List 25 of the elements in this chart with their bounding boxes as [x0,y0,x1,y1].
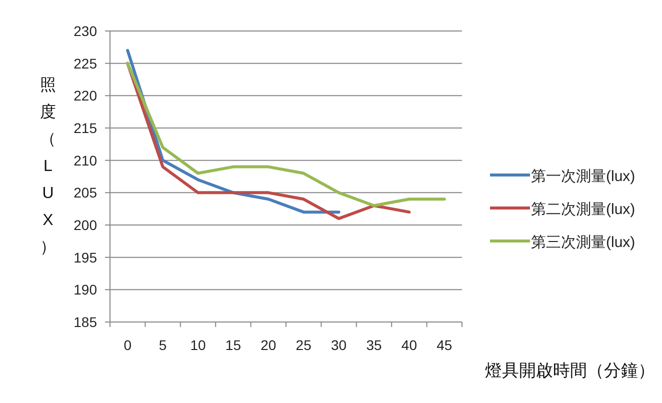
y-tick-label: 185 [74,314,98,330]
x-axis-title: 燈具開啟時間（分鐘） [485,361,655,380]
y-tick-label: 225 [74,55,98,72]
y-tick-label: 210 [74,152,98,168]
x-tick-label: 5 [158,337,167,353]
y-tick-label: 195 [74,249,98,266]
x-tick-label: 0 [124,337,132,353]
y-tick-label: 215 [74,120,98,136]
y-tick-label: 190 [74,282,98,298]
y-tick-label: 205 [74,184,98,201]
y-axis-title: 照度（LUX） [40,77,56,256]
x-tick-label: 15 [225,337,242,353]
y-tick-label: 220 [74,88,98,104]
legend-label: 第二次測量(lux) [531,201,636,218]
legend-label: 第三次測量(lux) [531,234,636,251]
x-tick-label: 40 [401,337,418,353]
x-tick-label: 30 [331,337,347,353]
y-tick-label: 200 [74,217,98,233]
x-tick-label: 10 [190,337,206,353]
x-tick-label: 35 [366,337,382,353]
legend-label: 第一次測量(lux) [531,168,636,185]
x-tick-label: 25 [296,337,312,353]
x-tick-label: 20 [260,337,276,353]
x-tick-label: 45 [436,337,452,353]
y-tick-label: 230 [74,23,98,39]
